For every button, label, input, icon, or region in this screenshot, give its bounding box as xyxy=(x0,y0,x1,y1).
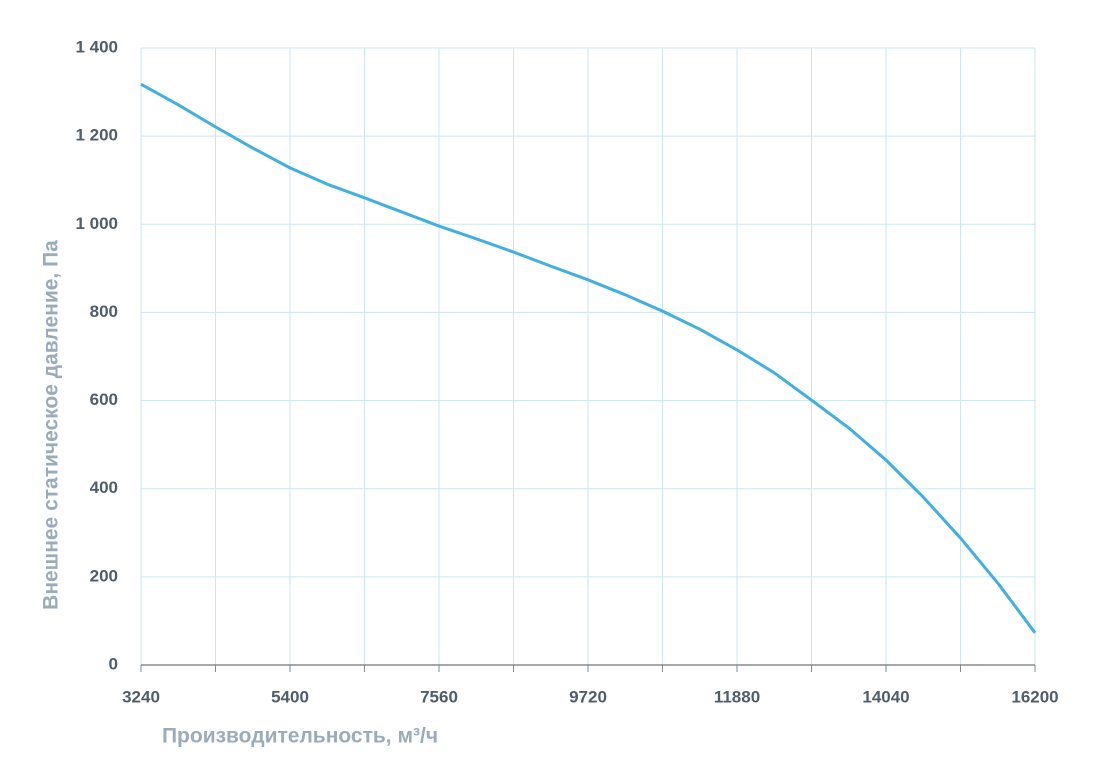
y-tick-label: 400 xyxy=(90,478,118,497)
y-tick-label: 600 xyxy=(90,390,118,409)
y-tick-label: 1 400 xyxy=(75,37,118,56)
x-tick-label: 5400 xyxy=(271,687,309,706)
y-tick-label: 0 xyxy=(109,654,118,673)
y-axis-title: Внешнее статическое давление, Па xyxy=(40,240,63,610)
y-tick-label: 1 200 xyxy=(75,126,118,145)
y-tick-label: 200 xyxy=(90,566,118,585)
x-tick-label: 3240 xyxy=(122,687,160,706)
x-tick-label: 11880 xyxy=(714,687,760,706)
x-tick-label: 14040 xyxy=(862,687,909,706)
y-tick-label: 800 xyxy=(90,302,118,321)
x-tick-label: 7560 xyxy=(420,687,458,706)
x-tick-label: 9720 xyxy=(569,687,607,706)
x-axis-title: Производительность, м³/ч xyxy=(162,725,438,748)
y-tick-label: 1 000 xyxy=(75,214,118,233)
x-tick-label: 16200 xyxy=(1011,687,1058,706)
data-line xyxy=(140,82,1037,634)
